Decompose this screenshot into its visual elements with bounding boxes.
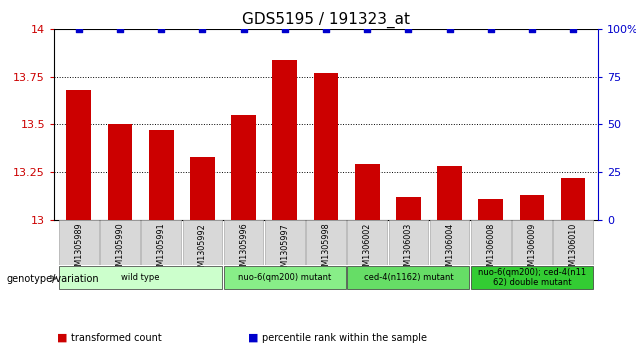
Bar: [471, 220, 511, 265]
Title: GDS5195 / 191323_at: GDS5195 / 191323_at: [242, 12, 410, 28]
Bar: [224, 220, 263, 265]
Text: wild type: wild type: [121, 273, 160, 282]
Text: ■: ■: [248, 333, 259, 343]
Point: [197, 26, 207, 32]
Text: GSM1305996: GSM1305996: [239, 223, 248, 276]
Point: [527, 26, 537, 32]
Bar: [232, 115, 256, 220]
Bar: [149, 130, 174, 220]
Bar: [347, 220, 387, 265]
Text: GSM1306002: GSM1306002: [363, 223, 371, 276]
Bar: [265, 220, 305, 265]
Text: GSM1306010: GSM1306010: [569, 223, 577, 276]
Point: [74, 26, 84, 32]
Bar: [59, 220, 99, 265]
Bar: [478, 199, 503, 220]
Text: nuo-6(qm200); ced-4(n11
62) double mutant: nuo-6(qm200); ced-4(n11 62) double mutan…: [478, 268, 586, 287]
Text: percentile rank within the sample: percentile rank within the sample: [262, 333, 427, 343]
Bar: [107, 124, 132, 220]
Bar: [471, 266, 593, 289]
Text: GSM1305990: GSM1305990: [116, 223, 125, 276]
Text: GSM1306008: GSM1306008: [487, 223, 495, 276]
Text: GSM1306009: GSM1306009: [527, 223, 536, 276]
Text: nuo-6(qm200) mutant: nuo-6(qm200) mutant: [238, 273, 331, 282]
Text: ced-4(n1162) mutant: ced-4(n1162) mutant: [364, 273, 453, 282]
Bar: [553, 220, 593, 265]
Point: [445, 26, 455, 32]
Bar: [314, 73, 338, 220]
Point: [238, 26, 249, 32]
Text: GSM1306004: GSM1306004: [445, 223, 454, 276]
Point: [156, 26, 166, 32]
Text: GSM1305989: GSM1305989: [74, 223, 83, 276]
Text: GSM1306003: GSM1306003: [404, 223, 413, 276]
Bar: [224, 266, 346, 289]
Bar: [437, 166, 462, 220]
Bar: [141, 220, 181, 265]
Bar: [355, 164, 380, 220]
Point: [321, 26, 331, 32]
Bar: [347, 266, 469, 289]
Bar: [512, 220, 551, 265]
Point: [115, 26, 125, 32]
Bar: [306, 220, 346, 265]
Bar: [272, 60, 297, 220]
Text: GSM1305997: GSM1305997: [280, 223, 289, 277]
Bar: [59, 266, 222, 289]
Text: GSM1305991: GSM1305991: [156, 223, 165, 276]
Bar: [100, 220, 140, 265]
Point: [362, 26, 372, 32]
Bar: [389, 220, 428, 265]
Bar: [430, 220, 469, 265]
Bar: [561, 178, 586, 220]
Text: transformed count: transformed count: [71, 333, 162, 343]
Bar: [183, 220, 222, 265]
Point: [568, 26, 578, 32]
Text: GSM1305998: GSM1305998: [321, 223, 331, 276]
Text: genotype/variation: genotype/variation: [6, 274, 99, 284]
Point: [280, 26, 290, 32]
Text: GSM1305992: GSM1305992: [198, 223, 207, 277]
Bar: [66, 90, 91, 220]
Bar: [520, 195, 544, 220]
Text: ■: ■: [57, 333, 68, 343]
Point: [486, 26, 496, 32]
Bar: [396, 197, 420, 220]
Point: [403, 26, 413, 32]
Bar: [190, 157, 215, 220]
